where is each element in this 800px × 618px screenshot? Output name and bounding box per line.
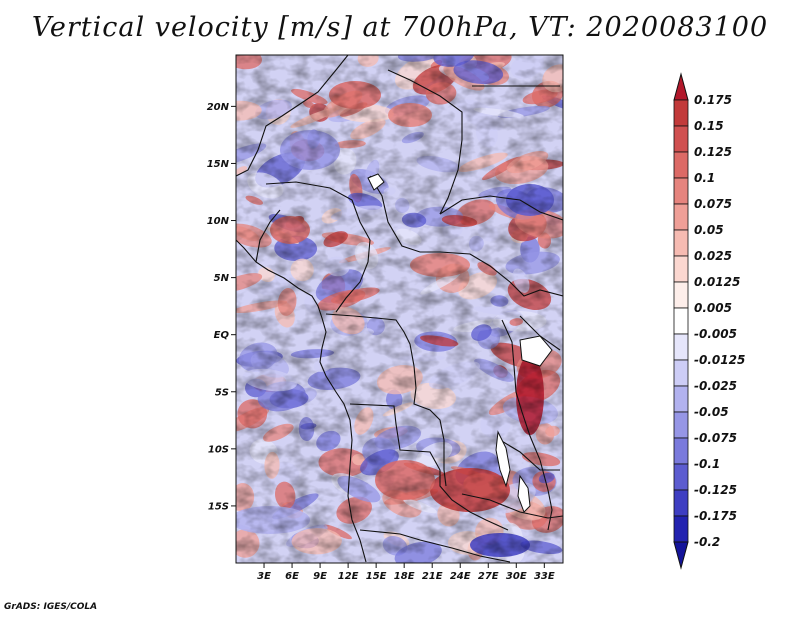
colorbar-segment [673, 281, 689, 309]
colorbar-label: 0.1 [694, 171, 715, 185]
colorbar-segment [673, 359, 689, 387]
colorbar-segment [673, 307, 689, 335]
border-south-sudan [439, 195, 563, 221]
colorbar-label: -0.2 [694, 535, 720, 549]
lon-tick-label: 12E [338, 571, 359, 582]
colorbar-label: 0.075 [694, 197, 732, 211]
border-east-lakes [501, 319, 553, 531]
colorbar-segment [673, 203, 689, 231]
colorbar-label: -0.025 [694, 379, 737, 393]
lakes [367, 173, 553, 513]
lat-tick-label: EQ [214, 330, 230, 341]
colorbar-segment [673, 125, 689, 153]
colorbar-min-arrow [673, 541, 689, 570]
coastline-west [236, 239, 367, 563]
lat-tick-label: 10S [208, 444, 229, 455]
colorbar-segment [673, 489, 689, 517]
lon-tick-label: 33E [534, 571, 555, 582]
colorbar-segment [673, 515, 689, 543]
colorbar-label: 0.005 [694, 301, 732, 315]
lon-tick-label: 18E [394, 571, 415, 582]
lat-tick-label: 20N [207, 102, 230, 113]
colorbar-segment [673, 177, 689, 205]
lon-tick-label: 21E [422, 571, 443, 582]
lon-tick-label: 24E [450, 571, 471, 582]
border-namibia-botswana [359, 529, 511, 563]
colorbar-label: -0.1 [694, 457, 720, 471]
colorbar-max-arrow [673, 72, 689, 101]
lat-tick-label: 10N [207, 216, 230, 227]
border-car [369, 175, 563, 297]
colorbar-segment [673, 385, 689, 413]
colorbar-label: 0.05 [694, 223, 724, 237]
colorbar-segment [673, 151, 689, 179]
border-congo-drc [325, 313, 447, 487]
country-borders [236, 55, 563, 563]
colorbar-label: 0.125 [694, 145, 732, 159]
lon-tick-label: 15E [366, 571, 387, 582]
lon-tick-label: 6E [285, 571, 299, 582]
colorbar-label: -0.175 [694, 509, 737, 523]
grads-credit: GrADS: IGES/COLA [4, 602, 98, 612]
lake-malawi [517, 474, 531, 513]
colorbar-segment [673, 437, 689, 465]
border-tanzania [499, 439, 560, 471]
lake-victoria [519, 335, 553, 367]
colorbar-label: -0.005 [694, 327, 737, 341]
longitude-axis: 3E 6E 9E 12E 15E 18E 21E 24E 27E 30E 33E [257, 563, 555, 582]
border-zimbabwe [461, 493, 563, 519]
colorbar-label: -0.075 [694, 431, 737, 445]
colorbar-segment [673, 255, 689, 283]
lake-chad [367, 173, 385, 191]
colorbar-segment [673, 229, 689, 257]
lake-tanganyika [495, 430, 511, 488]
border-angola-zambia [349, 403, 509, 531]
colorbar-segment [673, 411, 689, 439]
latitude-axis: 20N 15N 10N 5N EQ 5S 10S 15S [207, 102, 236, 512]
lat-tick-label: 5N [214, 273, 230, 284]
lon-tick-label: 27E [478, 571, 499, 582]
lat-tick-label: 15S [208, 501, 229, 512]
colorbar-segment [673, 333, 689, 361]
colorbar-label: 0.025 [694, 249, 732, 263]
chart-title: Vertical velocity [m/s] at 700hPa, VT: 2… [31, 12, 769, 43]
lat-tick-label: 15N [207, 159, 230, 170]
colorbar-label: 0.15 [694, 119, 724, 133]
colorbar-segment [673, 99, 689, 127]
lat-tick-label: 5S [215, 387, 229, 398]
velocity-field [236, 55, 563, 563]
border-nigeria [265, 181, 371, 313]
colorbar-label: -0.05 [694, 405, 729, 419]
colorbar-label: 0.0125 [694, 275, 740, 289]
colorbar-label: -0.0125 [694, 353, 745, 367]
border-sudan-chad [387, 69, 463, 215]
colorbar: 0.175 0.15 0.125 0.1 0.075 0.05 0.025 0.0125 0.0… [673, 72, 745, 570]
colorbar-segment [673, 463, 689, 491]
border-north-west [236, 55, 349, 177]
lon-tick-label: 30E [506, 571, 527, 582]
field-texture [236, 55, 563, 563]
lon-tick-label: 9E [313, 571, 327, 582]
colorbar-label: -0.125 [694, 483, 737, 497]
border-benin [255, 209, 281, 263]
lon-tick-label: 3E [257, 571, 271, 582]
map-frame [235, 54, 564, 564]
colorbar-label: 0.175 [694, 93, 732, 107]
